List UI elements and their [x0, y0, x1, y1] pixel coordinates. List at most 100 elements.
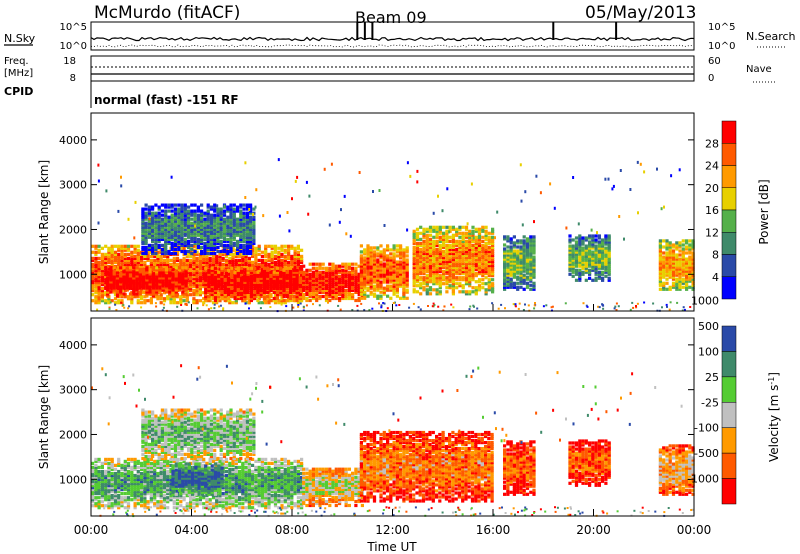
scatter-cell	[315, 282, 319, 286]
scatter-cell	[474, 257, 478, 262]
scatter-cell	[597, 244, 601, 248]
scatter-cell	[91, 279, 95, 283]
scatter-cell	[588, 252, 592, 256]
scatter-cell	[245, 225, 249, 229]
scatter-cell	[140, 297, 144, 301]
scatter-cell	[193, 215, 197, 219]
scatter-cell	[415, 249, 420, 254]
scatter-cell	[210, 270, 214, 274]
scatter-cell	[277, 299, 281, 303]
scatter-cell	[112, 266, 116, 270]
scatter-cell	[183, 213, 187, 217]
scatter-cell	[231, 301, 235, 305]
scatter-cell	[432, 241, 436, 245]
scatter-cell	[161, 270, 165, 274]
scatter-cell	[532, 249, 536, 253]
scatter-cell	[147, 209, 151, 213]
scatter-cell	[273, 301, 278, 305]
scatter-cell	[516, 281, 520, 285]
scatter-cell	[287, 260, 291, 264]
scatter-cell	[203, 247, 207, 251]
scatter-cell	[604, 252, 608, 256]
scatter-cell	[218, 252, 222, 256]
scatter-cell	[240, 276, 244, 280]
scatter-cell	[428, 253, 433, 258]
freq-tick-bottom: 8	[70, 73, 76, 84]
scatter-cell	[236, 247, 240, 251]
scatter-cell	[206, 245, 210, 249]
scatter-cell	[245, 221, 249, 225]
scatter-cell	[571, 258, 575, 262]
scatter-cell	[658, 263, 662, 267]
scatter-cell	[402, 270, 406, 274]
scatter-cell	[671, 267, 676, 271]
scatter-cell	[422, 259, 426, 264]
scatter-cell	[315, 298, 319, 303]
scatter-cell	[226, 209, 230, 213]
scatter-cell	[386, 294, 390, 298]
scatter-cell	[266, 290, 270, 294]
scatter-cell	[213, 278, 218, 282]
scatter-cell	[187, 233, 191, 237]
scatter-cell	[369, 270, 373, 274]
scatter-cell	[422, 261, 426, 266]
scatter-cell	[243, 296, 247, 301]
scatter-cell	[249, 207, 253, 211]
scatter-cell	[119, 288, 123, 292]
scatter-cell	[519, 269, 523, 273]
scatter-cell	[477, 272, 482, 276]
scatter-cell	[584, 246, 588, 250]
scatter-cell	[532, 235, 536, 239]
scatter-cell	[234, 254, 238, 258]
scatter-cell	[259, 288, 263, 292]
scatter-cell	[685, 281, 689, 285]
scatter-cell	[415, 247, 420, 251]
scatter-cell	[468, 292, 472, 296]
scatter-cell	[519, 241, 523, 245]
scatter-cell	[491, 274, 495, 278]
scatter-cell	[158, 270, 162, 274]
scatter-cell	[506, 261, 510, 265]
scatter-cell	[192, 254, 196, 258]
scatter-cell	[242, 235, 246, 239]
scatter-cell	[305, 270, 309, 274]
scatter-cell	[506, 253, 510, 257]
scatter-cell	[256, 292, 260, 297]
scatter-cell	[183, 211, 187, 215]
scatter-cell	[239, 237, 243, 241]
scatter-cell	[171, 288, 175, 292]
scatter-cell	[432, 288, 436, 292]
scatter-cell	[601, 276, 605, 280]
scatter-cell	[529, 247, 533, 251]
scatter-cell	[468, 274, 472, 278]
scatter-cell	[120, 246, 124, 250]
scatter-cell	[422, 276, 426, 280]
scatter-cell	[239, 221, 243, 225]
scatter-cell	[347, 288, 351, 292]
scatter-cell	[298, 296, 302, 301]
scatter-cell	[392, 274, 396, 278]
scatter-cell	[167, 221, 171, 225]
scatter-cell	[487, 280, 491, 284]
scatter-cell	[678, 261, 682, 265]
scatter-cell	[512, 261, 516, 265]
scatter-cell	[283, 256, 287, 260]
scatter-cell	[351, 286, 355, 290]
scatter-cell	[522, 273, 526, 277]
scatter-cell	[91, 250, 95, 254]
scatter-cell	[273, 250, 278, 254]
scatter-cell	[170, 243, 174, 247]
scatter-cell	[347, 292, 351, 297]
scatter-cell	[251, 262, 255, 266]
scatter-cell	[91, 270, 95, 275]
scatter-cell	[177, 237, 181, 241]
scatter-cell	[315, 266, 319, 270]
scatter-cell	[601, 244, 605, 248]
scatter-cell	[668, 269, 672, 273]
scatter-cell	[474, 237, 478, 241]
scatter-cell	[128, 266, 133, 270]
scatter-cell	[522, 259, 526, 263]
scatter-cell	[607, 240, 611, 244]
scatter-cell	[402, 288, 406, 292]
scatter-cell	[308, 298, 312, 303]
